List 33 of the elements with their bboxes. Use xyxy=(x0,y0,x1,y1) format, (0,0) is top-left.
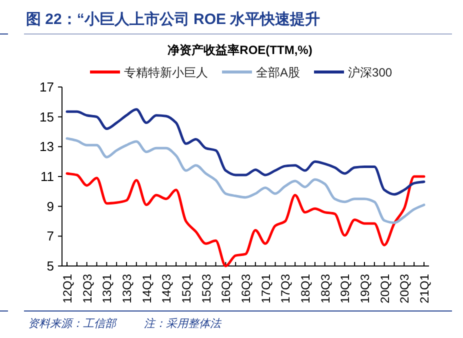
y-tick-label: 13 xyxy=(40,139,54,154)
text: 注：采用整体法 xyxy=(144,317,222,330)
x-tick-label: 16Q3 xyxy=(239,274,253,304)
legend-label: 沪深300 xyxy=(348,66,392,80)
x-tick-label: 20Q1 xyxy=(378,274,392,304)
x-tick-label: 15Q1 xyxy=(180,274,194,304)
x-tick-label: 12Q1 xyxy=(60,274,74,304)
y-tick-label: 11 xyxy=(40,169,54,184)
y-tick-label: 7 xyxy=(46,228,54,244)
y-tick-label: 9 xyxy=(46,198,54,214)
x-tick-label: 18Q3 xyxy=(318,274,332,304)
chart-title: 图 22：“小巨人上市公司 ROE 水平快速提升 xyxy=(26,10,320,28)
x-tick-label: 17Q1 xyxy=(258,274,273,304)
text: 资料来源：工信部 xyxy=(28,317,118,330)
x-tick-label: 16Q1 xyxy=(219,274,234,304)
x-tick-label: 19Q1 xyxy=(338,274,352,304)
x-tick-label: 12Q3 xyxy=(80,274,94,304)
chart-subtitle: 净资产收益率ROE(TTM,%) xyxy=(168,43,312,57)
y-tick-label: 15 xyxy=(40,109,54,124)
x-tick-label: 13Q1 xyxy=(100,274,114,304)
y-tick-label: 17 xyxy=(40,80,54,94)
legend-label: 专精特新小巨人 xyxy=(124,66,208,80)
x-tick-label: 20Q3 xyxy=(398,274,412,304)
x-tick-label: 19Q3 xyxy=(358,274,372,304)
x-tick-label: 18Q1 xyxy=(298,274,312,304)
x-tick-label: 13Q3 xyxy=(120,274,134,304)
x-tick-label: 14Q1 xyxy=(140,274,154,304)
x-tick-label: 21Q1 xyxy=(418,274,432,304)
x-tick-label: 15Q3 xyxy=(199,274,214,304)
legend-label: 全部A股 xyxy=(256,66,300,80)
y-tick-label: 5 xyxy=(46,258,54,274)
x-tick-label: 17Q3 xyxy=(278,274,293,304)
x-tick-label: 14Q3 xyxy=(160,274,174,304)
